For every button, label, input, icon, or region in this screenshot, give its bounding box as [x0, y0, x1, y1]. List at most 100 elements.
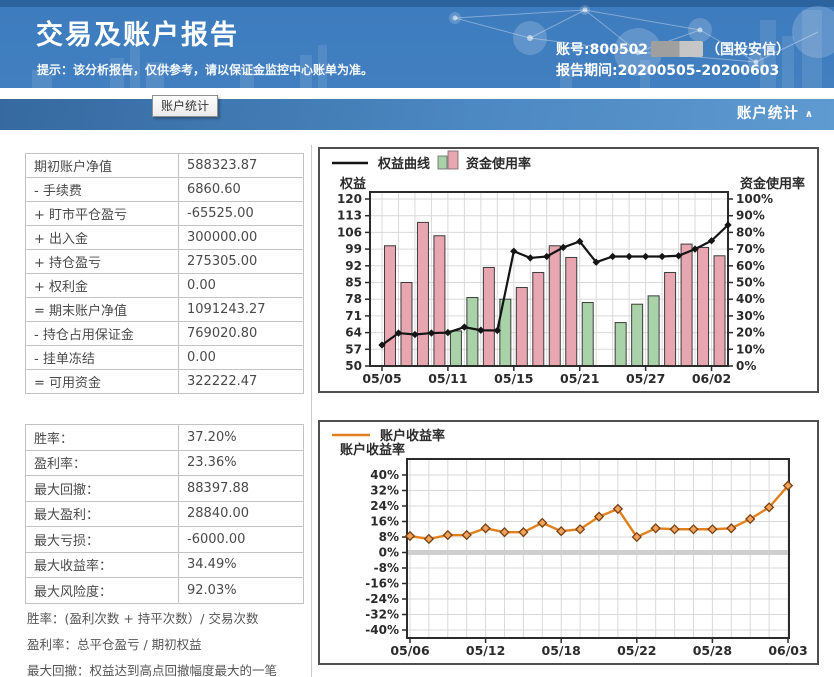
svg-text:40%: 40% [736, 292, 765, 306]
usage-bar [647, 295, 660, 367]
svg-text:05/22: 05/22 [617, 643, 656, 658]
svg-text:100%: 100% [736, 192, 773, 206]
footnote-drawdown: 最大回撤：权益达到高点回撤幅度最大的一笔 [27, 663, 278, 677]
plot-frame [406, 458, 790, 639]
svg-text:05/21: 05/21 [560, 371, 599, 386]
gridlines [407, 459, 789, 638]
usage-bar [581, 302, 594, 367]
axis-labels: 120 100% 113 90% 106 80% 99 70% 92 60% 85 50% 78 40% 7… [337, 192, 773, 386]
stats-table: 胜率： 37.20% 盈利率： 23.36% 最大回撤： 88397.88 最大盈利： 288… [25, 424, 304, 604]
usage-bar [532, 271, 545, 367]
svg-text:05/06: 05/06 [390, 643, 430, 658]
table-cell-value: 0.00 [178, 273, 304, 298]
usage-bars [384, 221, 726, 367]
svg-text:-40%: -40% [365, 623, 399, 637]
table-cell-value: 300000.00 [178, 225, 304, 250]
svg-text:24%: 24% [370, 499, 399, 513]
table-cell-label: = 可用资金 [25, 369, 179, 394]
table-row: + 盯市平仓盈亏 -65525.00 [25, 201, 304, 226]
table-row: + 持仓盈亏 275305.00 [25, 249, 304, 274]
svg-text:60%: 60% [736, 259, 765, 273]
table-row: 最大盈利： 28840.00 [25, 500, 304, 527]
zero-line [407, 550, 789, 555]
svg-text:90%: 90% [736, 209, 765, 223]
usage-bar [631, 303, 644, 367]
svg-text:71: 71 [345, 309, 362, 323]
header-decoration [32, 5, 834, 88]
report-period: 报告期间:20200505-20200603 [556, 63, 780, 79]
table-row: 最大回撤： 88397.88 [25, 475, 304, 502]
account-blur-patch [651, 41, 704, 57]
page-title: 交易及账户报告 [36, 20, 239, 51]
svg-text:0%: 0% [736, 359, 756, 373]
chart-legend: 权益曲线 资金使用率 [332, 150, 531, 172]
footnote-profitrate: 盈利率：总平仓盈亏 / 期初权益 [27, 637, 202, 652]
plot-frame [369, 191, 729, 367]
svg-text:05/11: 05/11 [428, 371, 467, 386]
axis-labels: 40% 32%24% 16%8% 0%-8% -16%-24% -32%-40% 05/06… [365, 468, 807, 658]
axis-ticks [365, 198, 733, 371]
table-cell-label: - 挂单冻结 [25, 345, 179, 370]
chart-legend: 账户收益率 [332, 428, 445, 444]
svg-text:30%: 30% [736, 309, 765, 323]
svg-text:10%: 10% [736, 342, 765, 356]
table-cell-label: 盈利率： [25, 449, 179, 476]
table-cell-value: 92.03% [178, 577, 304, 604]
svg-text:80%: 80% [736, 225, 765, 239]
svg-text:50%: 50% [736, 276, 765, 290]
return-markers [404, 480, 794, 545]
account-stats-tab-tooltip[interactable]: 账户统计 [152, 95, 219, 117]
usage-bar [416, 221, 429, 367]
table-row: - 持仓占用保证金 769020.80 [25, 321, 304, 346]
table-cell-value: 769020.80 [178, 321, 304, 346]
svg-text:资金使用率: 资金使用率 [466, 156, 531, 172]
table-cell-value: 322222.47 [178, 369, 304, 394]
table-row: + 权利金 0.00 [25, 273, 304, 298]
table-cell-value: 275305.00 [178, 249, 304, 274]
y-axis-title: 账户收益率 [340, 442, 405, 458]
table-cell-value: 588323.87 [178, 153, 304, 178]
table-cell-label: 最大收益率： [25, 551, 179, 578]
footnote-winrate: 胜率：(盈利次数 + 持平次数）/ 交易次数 [27, 611, 259, 626]
table-cell-label: + 持仓盈亏 [25, 249, 179, 274]
usage-bar [466, 297, 479, 367]
svg-text:50: 50 [345, 359, 362, 373]
svg-text:20%: 20% [736, 326, 765, 340]
left-axis-title: 权益 [339, 176, 366, 192]
usage-bar [548, 245, 561, 367]
table-cell-label: - 持仓占用保证金 [25, 321, 179, 346]
page-subtitle: 提示：该分析报告，仅供参考，请以保证金监控中心账单为准。 [37, 63, 374, 77]
svg-text:-8%: -8% [374, 561, 399, 575]
axis-ticks [402, 474, 789, 643]
usage-bar [565, 256, 578, 367]
table-cell-label: 胜率： [25, 424, 179, 451]
usage-bar [664, 271, 677, 367]
svg-text:113: 113 [337, 209, 362, 223]
svg-text:权益曲线: 权益曲线 [377, 156, 430, 172]
svg-text:78: 78 [345, 292, 362, 306]
svg-text:57: 57 [345, 342, 362, 356]
table-row: 最大风险度： 92.03% [25, 577, 304, 604]
svg-text:99: 99 [345, 242, 362, 256]
account-summary-table: 期初账户净值 588323.87- 手续费 6860.60 + 盯市平仓盈亏 -6552… [25, 153, 304, 394]
table-row: = 期末账户净值 1091243.27 [25, 297, 304, 322]
table-row: 最大收益率： 34.49% [25, 551, 304, 578]
svg-text:92: 92 [345, 259, 362, 273]
account-stats-label: 账户统计 [736, 106, 799, 122]
svg-text:-24%: -24% [365, 592, 399, 606]
table-cell-value: -65525.00 [178, 201, 304, 226]
account-number: 账号:800502 [556, 42, 649, 58]
return-chart-panel: 40% 32% 24% 16% 8% 0% -8% -16% -24% -32% -40% 05/06… [318, 420, 819, 665]
svg-text:32%: 32% [370, 484, 399, 498]
section-nav-bar: 账户统计 ∧ [0, 99, 834, 130]
table-cell-value: 1091243.27 [178, 297, 304, 322]
table-cell-value: 0.00 [178, 345, 304, 370]
table-cell-label: 最大盈利： [25, 500, 179, 527]
table-cell-value: 6860.60 [178, 177, 304, 202]
table-cell-label: + 出入金 [25, 225, 179, 250]
svg-text:05/18: 05/18 [542, 643, 581, 658]
table-cell-label: 最大回撤： [25, 475, 179, 502]
account-stats-collapse-button[interactable]: 账户统计 ∧ [737, 99, 814, 130]
table-row: - 挂单冻结 0.00 [25, 345, 304, 370]
